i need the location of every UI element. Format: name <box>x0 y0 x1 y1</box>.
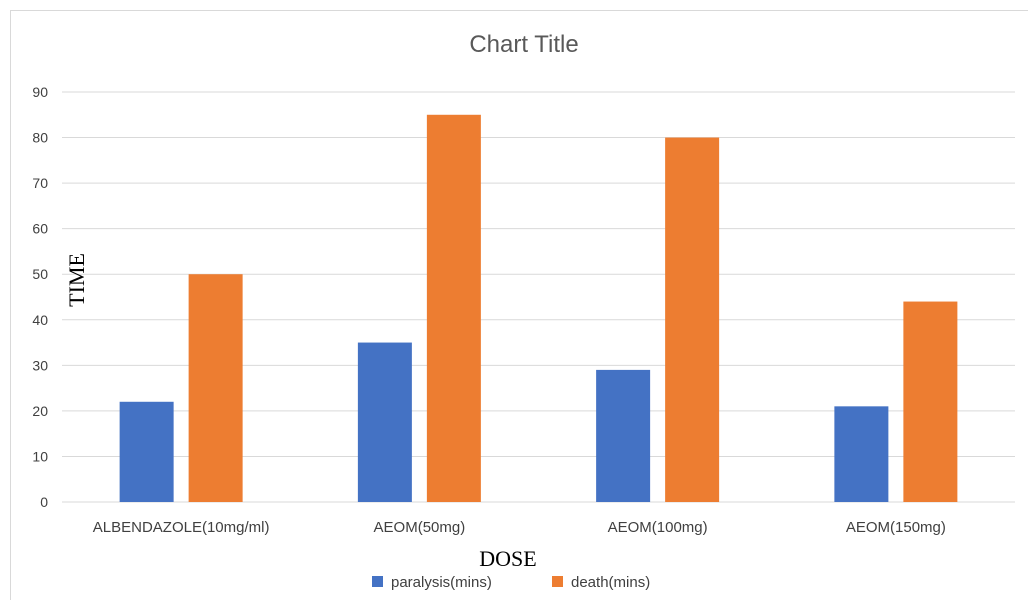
x-axis-ticks: ALBENDAZOLE(10mg/ml) AEOM(50mg) AEOM(100mg… <box>93 519 946 536</box>
legend-label: death(mins) <box>571 574 650 591</box>
y-tick-label: 0 <box>40 494 48 510</box>
bar-paralysismins <box>119 401 174 502</box>
y-tick-label: 90 <box>32 84 48 100</box>
y-tick-label: 10 <box>32 448 48 464</box>
y-tick-label: 40 <box>32 312 48 328</box>
x-tick-label: AEOM(150mg) <box>846 519 946 536</box>
legend-swatch <box>372 576 383 587</box>
y-tick-label: 30 <box>32 357 48 373</box>
chart-title: Chart Title <box>469 31 578 58</box>
bar-deathmins <box>188 274 243 502</box>
legend-swatch <box>552 576 563 587</box>
bar-deathmins <box>426 114 481 503</box>
x-tick-label: AEOM(50mg) <box>374 519 466 536</box>
gridlines <box>62 91 1015 503</box>
bars <box>119 114 958 503</box>
y-axis-label: TIME <box>64 253 89 307</box>
x-tick-label: ALBENDAZOLE(10mg/ml) <box>93 519 270 536</box>
chart-frame <box>10 10 1028 600</box>
legend-label: paralysis(mins) <box>391 574 492 591</box>
y-tick-label: 80 <box>32 130 48 146</box>
y-tick-label: 60 <box>32 221 48 237</box>
y-tick-label: 70 <box>32 175 48 191</box>
y-tick-label: 20 <box>32 403 48 419</box>
bar-paralysismins <box>596 369 651 502</box>
bar-deathmins <box>903 301 958 502</box>
bar-deathmins <box>665 137 720 503</box>
x-axis-label: DOSE <box>479 546 536 571</box>
y-tick-label: 50 <box>32 266 48 282</box>
x-tick-label: AEOM(100mg) <box>608 519 708 536</box>
bar-paralysismins <box>834 406 889 502</box>
legend: paralysis(mins) death(mins) <box>372 574 650 591</box>
y-axis-ticks: 0 10 20 30 40 50 60 70 80 90 <box>32 84 48 510</box>
bar-paralysismins <box>357 342 412 502</box>
